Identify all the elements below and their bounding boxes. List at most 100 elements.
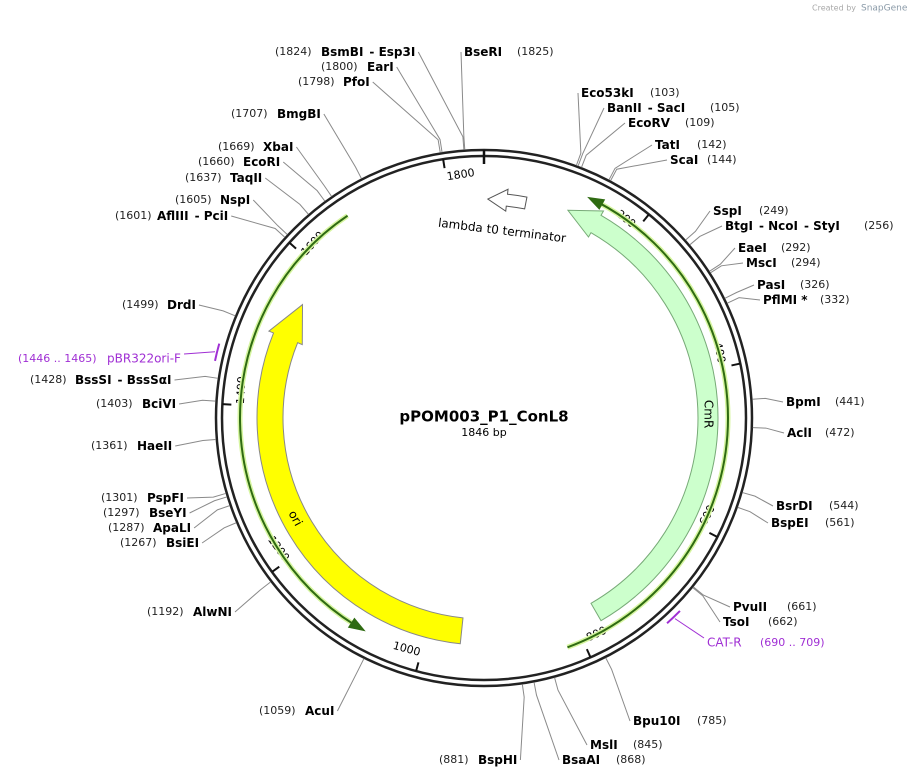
site-label: ApaLI (1287): [108, 521, 191, 535]
site-names: BtgI - NcoI - StyI: [725, 219, 840, 233]
enzyme-name: PvuII: [733, 600, 767, 614]
site-names: BsrDI: [776, 499, 813, 513]
site-label: BseYI (1297): [103, 506, 187, 520]
site-position: (249): [759, 204, 789, 217]
site-position: (472): [825, 426, 855, 439]
site-leader: [608, 144, 653, 181]
site-leader: [533, 682, 560, 761]
site-position: (1297): [103, 506, 140, 519]
site-leader: [605, 657, 631, 722]
site-names: BsaAI: [562, 753, 600, 767]
site-leader: [724, 284, 755, 299]
site-position: (292): [781, 241, 811, 254]
site-names: EarI: [367, 60, 394, 74]
primer-leader: [674, 618, 705, 639]
site-leader: [685, 210, 711, 241]
site-leader: [189, 496, 227, 514]
site-leader: [231, 215, 286, 238]
site-leader: [372, 81, 441, 153]
feature-head: [347, 617, 366, 632]
site-names: Bpu10I: [633, 714, 680, 728]
feature-line: [239, 214, 356, 626]
site-position: (142): [697, 138, 727, 151]
site-label: SspI (249): [713, 204, 789, 218]
site-position: (785): [697, 714, 727, 727]
site-leader: [689, 225, 723, 246]
site-names: TsoI: [723, 615, 749, 629]
site-leader: [201, 522, 237, 544]
site-label: PflMI * (332): [763, 293, 850, 307]
site-leader: [175, 438, 216, 447]
site-leader: [709, 247, 736, 272]
site-names: AclI: [787, 426, 812, 440]
tick-mark: [288, 241, 297, 250]
enzyme-name: BpmI: [786, 395, 821, 409]
site-position: (661): [787, 600, 817, 613]
site-label: BmgBI (1707): [231, 107, 321, 121]
feature-line: [567, 201, 729, 649]
site-position: (256): [864, 219, 894, 232]
enzyme-name: ApaLI: [153, 521, 191, 535]
site-names: PflMI *: [763, 293, 808, 307]
site-names: PfoI: [343, 75, 370, 89]
enzyme-name: BseYI: [149, 506, 187, 520]
site-leader: [710, 262, 744, 274]
site-names: BsiEI: [166, 536, 199, 550]
site-position: (294): [791, 256, 821, 269]
site-position: (326): [800, 278, 830, 291]
site-position: (1192): [147, 605, 184, 618]
site-label: TaqII (1637): [185, 171, 262, 185]
site-position: (845): [633, 738, 663, 751]
site-leader: [396, 66, 443, 153]
enzyme-name: - PciI: [195, 209, 229, 223]
cmr-arrow: [566, 209, 719, 622]
site-label: MscI (294): [746, 256, 821, 270]
site-names: PvuII: [733, 600, 767, 614]
site-position: (1637): [185, 171, 222, 184]
watermark-brand: SnapGene: [861, 4, 908, 14]
enzyme-name: BanII: [607, 101, 642, 115]
site-names: BanII - SacI: [607, 101, 685, 115]
site-position: (103): [650, 86, 680, 99]
site-position: (1403): [96, 397, 133, 410]
site-names: AflIII - PciI: [157, 209, 228, 223]
site-names: BseYI: [149, 506, 187, 520]
site-names: BsmBI - Esp3I: [321, 45, 415, 59]
site-names: EcoRV: [628, 116, 671, 130]
site-leader: [193, 505, 230, 529]
site-names: BspHI: [478, 753, 517, 767]
site-leader: [282, 161, 326, 202]
site-leader: [575, 92, 582, 166]
enzyme-name: PspFI: [147, 491, 184, 505]
site-position: (561): [825, 516, 855, 529]
site-leader: [417, 51, 465, 150]
site-label: XbaI (1669): [218, 140, 293, 154]
site-names: BpmI: [786, 395, 821, 409]
site-position: (1499): [122, 298, 159, 311]
site-label: BsiEI (1267): [120, 536, 199, 550]
site-names: SspI: [713, 204, 742, 218]
site-names: BseRI: [464, 45, 502, 59]
tick-mark: [731, 362, 741, 367]
site-position: (109): [685, 116, 715, 129]
primer-mark: [666, 610, 681, 624]
site-leader: [323, 113, 362, 179]
site-names: BspEI: [771, 516, 809, 530]
site-leader: [336, 658, 365, 712]
enzyme-name: TatI: [655, 138, 680, 152]
site-leader: [264, 177, 309, 215]
enzyme-name: EcoRV: [628, 116, 671, 130]
site-names: PspFI: [147, 491, 184, 505]
enzyme-name: BtgI: [725, 219, 753, 233]
enzyme-name: AflIII: [157, 209, 189, 223]
site-names: NspI: [220, 193, 250, 207]
site-label: ScaI (144): [670, 153, 737, 167]
tick-label: 1000: [391, 639, 421, 659]
tick-mark: [271, 565, 280, 573]
enzyme-name: - StyI: [804, 219, 840, 233]
enzyme-name: - Esp3I: [369, 45, 415, 59]
site-label: Bpu10I (785): [633, 714, 727, 728]
site-label: MslI (845): [590, 738, 663, 752]
primer-range: (690 .. 709): [760, 636, 825, 649]
site-leader: [727, 297, 761, 304]
